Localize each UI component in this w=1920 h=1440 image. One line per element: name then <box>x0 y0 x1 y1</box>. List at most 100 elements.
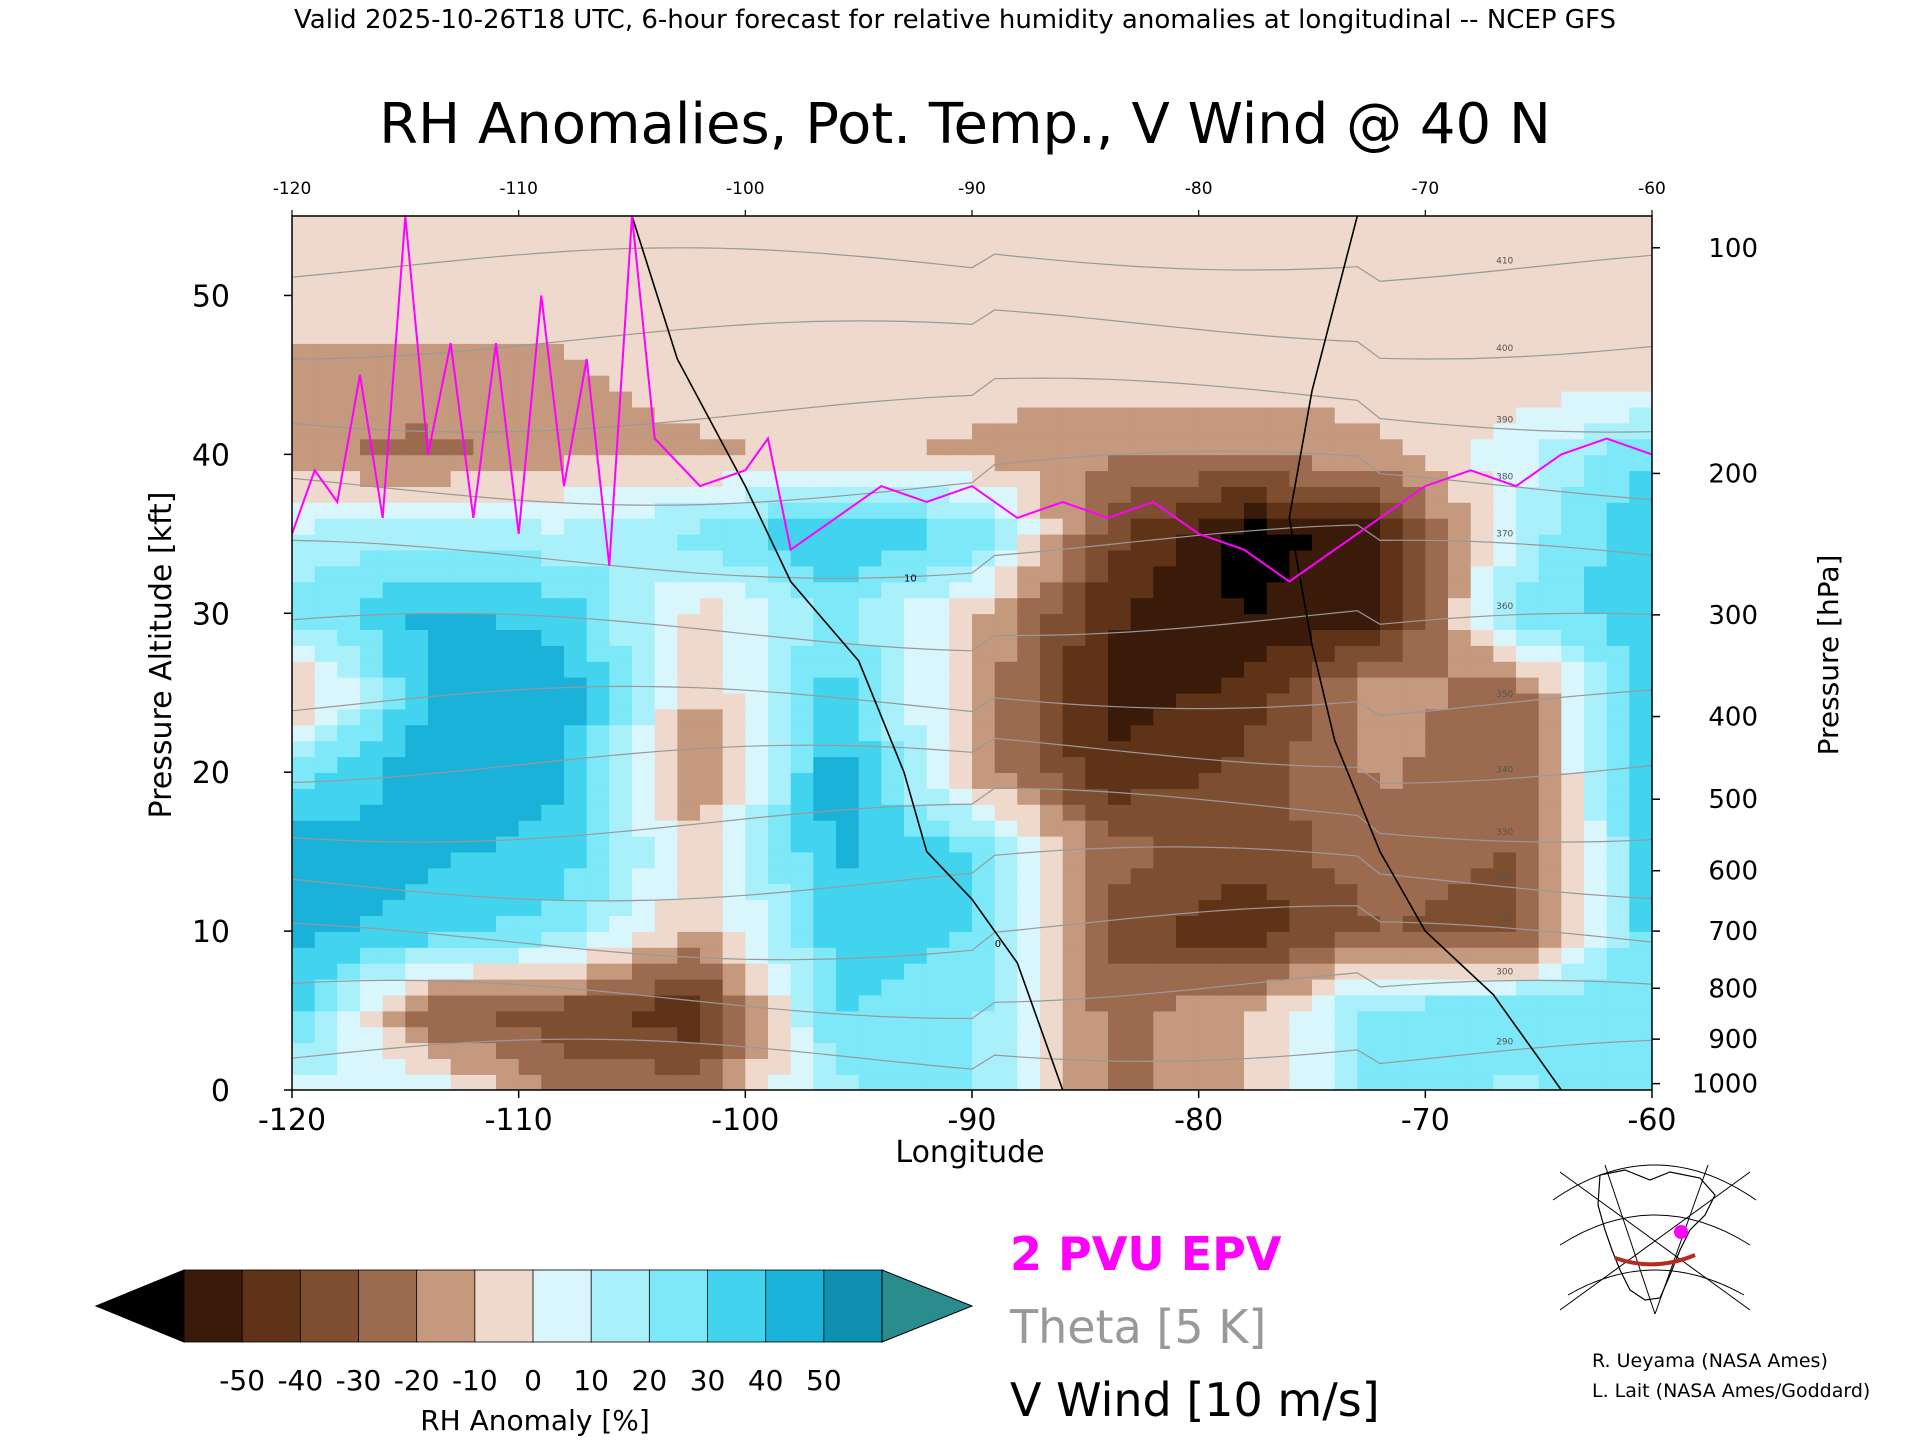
x-tick-label: -60 <box>1628 1103 1677 1138</box>
heatmap-cell <box>586 645 611 662</box>
heatmap-cell <box>994 804 1019 821</box>
heatmap-cell <box>1334 295 1359 313</box>
heatmap-cell <box>1289 851 1313 869</box>
heatmap-cell <box>1062 343 1087 360</box>
heatmap-cell <box>1130 343 1155 360</box>
heatmap-cell <box>700 756 724 773</box>
heatmap-cell <box>972 660 996 678</box>
y-right-tick-label: 500 <box>1708 785 1758 815</box>
heatmap-cell <box>1493 279 1517 297</box>
heatmap-cell <box>1289 295 1313 313</box>
heatmap-cell <box>1516 994 1540 1012</box>
heatmap-cell <box>1470 851 1495 869</box>
heatmap-cell <box>1289 422 1313 440</box>
heatmap-cell <box>360 343 384 360</box>
heatmap-cell <box>1221 629 1245 646</box>
heatmap-cell <box>881 978 905 996</box>
location-dot-icon <box>1674 1225 1688 1239</box>
heatmap-cell <box>745 1074 769 1090</box>
heatmap-cell <box>813 581 837 599</box>
heatmap-cell <box>745 851 769 869</box>
heatmap-cell <box>1629 915 1652 932</box>
heatmap-cell <box>541 867 565 885</box>
heatmap-cell <box>949 502 973 519</box>
heatmap-cell <box>926 327 951 344</box>
heatmap-cell <box>314 581 339 599</box>
heatmap-cell <box>1538 359 1563 376</box>
heatmap-cell <box>632 422 656 440</box>
heatmap-cell <box>1130 645 1155 662</box>
heatmap-cell <box>768 247 792 265</box>
heatmap-cell <box>360 994 384 1012</box>
heatmap-cell <box>450 692 475 710</box>
heatmap-cell <box>790 1058 815 1075</box>
heatmap-cell <box>450 1010 475 1028</box>
heatmap-cell <box>677 422 701 440</box>
heatmap-cell <box>1561 311 1585 328</box>
heatmap-cell <box>1198 724 1223 742</box>
heatmap-cell <box>1584 279 1608 297</box>
heatmap-cell <box>518 645 543 662</box>
heatmap-cell <box>1425 438 1449 456</box>
heatmap-cell <box>700 724 724 742</box>
heatmap-cell <box>450 517 475 535</box>
heatmap-cell <box>949 581 973 599</box>
heatmap-cell <box>1266 343 1291 360</box>
heatmap-cell <box>722 994 747 1012</box>
heatmap-cell <box>586 1026 611 1044</box>
heatmap-cell <box>1493 994 1517 1012</box>
heatmap-cell <box>337 359 361 376</box>
heatmap-cell <box>677 216 701 233</box>
heatmap-cell <box>1448 517 1472 535</box>
heatmap-cell <box>1493 1010 1517 1028</box>
heatmap-cell <box>564 740 588 758</box>
heatmap-cell <box>1629 851 1652 869</box>
heatmap-cell <box>1470 231 1495 249</box>
heatmap-cell <box>632 660 656 678</box>
heatmap-cell <box>858 406 883 424</box>
heatmap-cell <box>1085 359 1109 376</box>
heatmap-cell <box>1334 438 1359 456</box>
heatmap-cell <box>586 851 611 869</box>
heatmap-cell <box>1334 899 1359 916</box>
heatmap-cell <box>1538 327 1563 344</box>
heatmap-cell <box>586 247 611 265</box>
heatmap-cell <box>450 756 475 773</box>
heatmap-cell <box>972 263 996 281</box>
heatmap-cell <box>1085 962 1109 980</box>
heatmap-cell <box>972 804 996 821</box>
heatmap-cell <box>1176 962 1200 980</box>
heatmap-cell <box>1470 422 1495 440</box>
heatmap-cell <box>1561 772 1585 789</box>
heatmap-cell <box>1040 931 1064 948</box>
heatmap-cell <box>1629 1042 1652 1059</box>
heatmap-cell <box>904 581 928 599</box>
heatmap-cell <box>1516 1026 1540 1044</box>
heatmap-cell <box>745 629 769 646</box>
theta-contour <box>292 610 1652 652</box>
heatmap-cell <box>926 565 951 583</box>
heatmap-cell <box>1085 835 1109 853</box>
heatmap-cell <box>1017 517 1041 535</box>
heatmap-cell <box>972 517 996 535</box>
heatmap-cell <box>904 1010 928 1028</box>
heatmap-cell <box>450 597 475 615</box>
heatmap-cell <box>564 788 588 805</box>
heatmap-cell <box>360 899 384 916</box>
heatmap-cell <box>450 581 475 599</box>
heatmap-cell <box>1289 899 1313 916</box>
heatmap-cell <box>1380 374 1404 392</box>
heatmap-cell <box>722 216 747 233</box>
heatmap-cell <box>1629 231 1652 249</box>
heatmap-cell <box>1062 422 1087 440</box>
heatmap-cell <box>473 359 497 376</box>
heatmap-cell <box>1448 931 1472 948</box>
heatmap-cell <box>722 724 747 742</box>
heatmap-cell <box>473 581 497 599</box>
heatmap-cell <box>881 724 905 742</box>
y-left-tick-label: 20 <box>192 756 230 791</box>
heatmap-cell <box>949 947 973 964</box>
heatmap-cell <box>428 247 452 265</box>
heatmap-cell <box>1470 867 1495 885</box>
heatmap-cell <box>972 962 996 980</box>
